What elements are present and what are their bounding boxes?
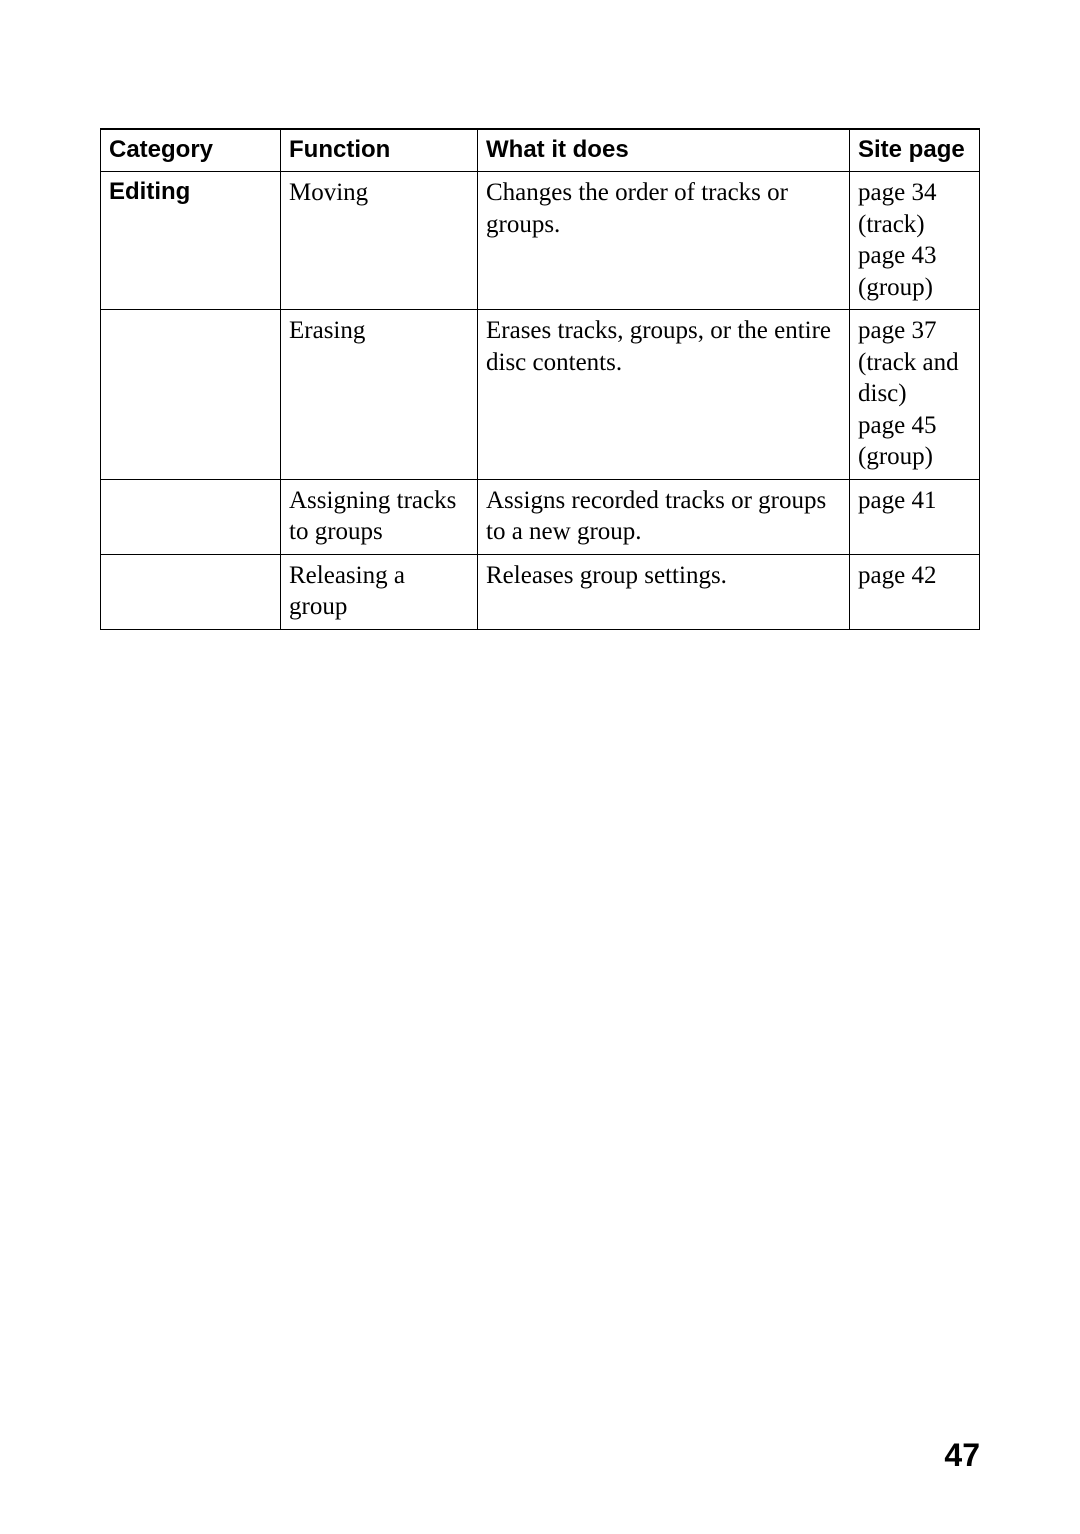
table-header-row: Category Function What it does Site page xyxy=(101,129,980,172)
sitepage-line: (group) xyxy=(858,272,971,304)
sitepage-line: page 45 xyxy=(858,410,971,442)
category-empty xyxy=(101,479,281,554)
cell-what: Erases tracks, groups, or the entire dis… xyxy=(478,310,850,480)
cell-what: Releases group settings. xyxy=(478,554,850,629)
sitepage-line: page 37 xyxy=(858,315,971,347)
category-label: Editing xyxy=(101,172,281,310)
sitepage-line: page 34 xyxy=(858,177,971,209)
document-page: Category Function What it does Site page… xyxy=(0,0,1080,1534)
sitepage-line: page 42 xyxy=(858,560,971,592)
cell-sitepage: page 41 xyxy=(850,479,980,554)
table-row: Editing Moving Changes the order of trac… xyxy=(101,172,980,310)
table-row: Erasing Erases tracks, groups, or the en… xyxy=(101,310,980,480)
sitepage-line: (track and disc) xyxy=(858,347,971,410)
page-number: 47 xyxy=(944,1437,980,1474)
header-what-it-does: What it does xyxy=(478,129,850,172)
cell-what: Assigns recorded tracks or groups to a n… xyxy=(478,479,850,554)
header-site-page: Site page xyxy=(850,129,980,172)
sitepage-line: (group) xyxy=(858,441,971,473)
cell-sitepage: page 37 (track and disc) page 45 (group) xyxy=(850,310,980,480)
sitepage-line: page 41 xyxy=(858,485,971,517)
cell-what: Changes the order of tracks or groups. xyxy=(478,172,850,310)
header-function: Function xyxy=(281,129,478,172)
table-row: Releasing a group Releases group setting… xyxy=(101,554,980,629)
cell-function: Erasing xyxy=(281,310,478,480)
cell-function: Releasing a group xyxy=(281,554,478,629)
category-empty xyxy=(101,554,281,629)
sitepage-line: page 43 xyxy=(858,240,971,272)
cell-sitepage: page 34 (track) page 43 (group) xyxy=(850,172,980,310)
cell-function: Assigning tracks to groups xyxy=(281,479,478,554)
header-category: Category xyxy=(101,129,281,172)
category-empty xyxy=(101,310,281,480)
cell-function: Moving xyxy=(281,172,478,310)
sitepage-line: (track) xyxy=(858,209,971,241)
editing-functions-table: Category Function What it does Site page… xyxy=(100,128,980,630)
table-row: Assigning tracks to groups Assigns recor… xyxy=(101,479,980,554)
cell-sitepage: page 42 xyxy=(850,554,980,629)
